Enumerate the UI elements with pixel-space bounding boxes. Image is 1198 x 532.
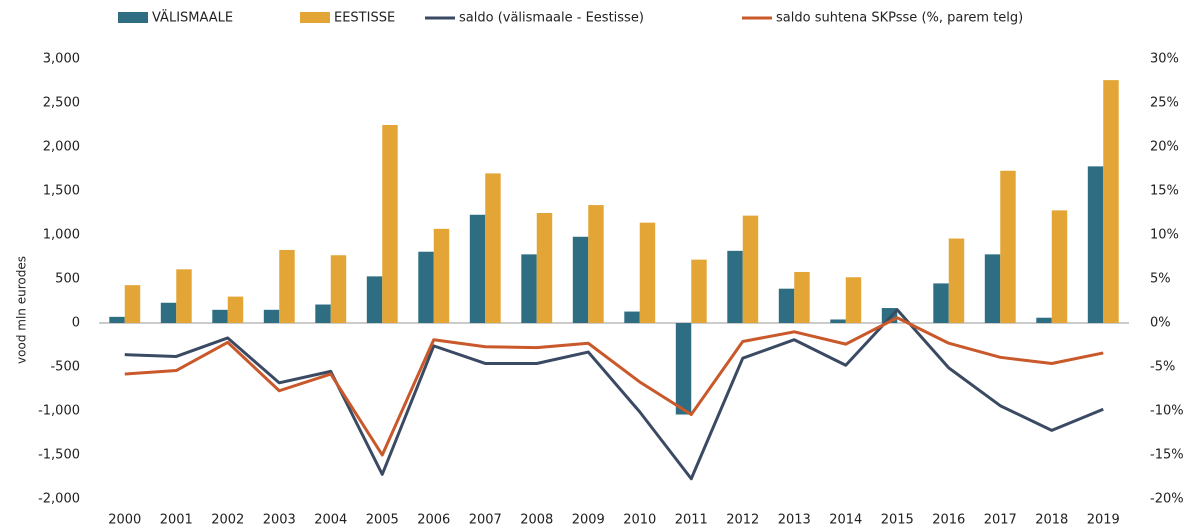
- y-axis-label: vood mln eurodes: [15, 256, 29, 364]
- bar: [124, 285, 141, 323]
- y2-tick-label: -20%: [1150, 492, 1184, 507]
- x-tick-label: 2012: [726, 513, 759, 528]
- y2-tick-label: 15%: [1150, 184, 1179, 199]
- bar: [1036, 317, 1052, 323]
- bar: [588, 205, 604, 323]
- y-tick-label: 0: [72, 316, 80, 331]
- bar: [984, 254, 1001, 323]
- y-tick-label: -2,000: [38, 492, 80, 507]
- bar: [469, 214, 486, 323]
- y-tick-label: 3,000: [43, 52, 80, 67]
- bar: [109, 316, 125, 323]
- line: [124, 308, 1104, 481]
- bar: [418, 251, 434, 323]
- bar: [1087, 166, 1104, 323]
- legend-swatch: [300, 12, 330, 23]
- bar: [227, 296, 244, 323]
- x-tick-label: 2010: [623, 513, 656, 528]
- y2-tick-label: 0%: [1150, 316, 1171, 331]
- x-tick-label: 2000: [108, 513, 141, 528]
- y2-tick-label: -5%: [1150, 360, 1175, 375]
- bar: [742, 215, 759, 323]
- bar: [382, 125, 398, 323]
- x-tick-label: 2014: [829, 513, 862, 528]
- bar: [330, 255, 347, 323]
- bar: [794, 271, 810, 323]
- x-tick-label: 2018: [1035, 513, 1068, 528]
- bar: [1103, 80, 1119, 324]
- y2-tick-label: 25%: [1150, 96, 1179, 111]
- bar: [933, 283, 949, 323]
- y-tick-label: 2,000: [43, 140, 80, 155]
- bar: [485, 173, 501, 323]
- bar: [1000, 170, 1016, 323]
- bar: [845, 277, 862, 323]
- bar: [639, 222, 656, 323]
- bar: [315, 304, 331, 323]
- bar: [624, 311, 640, 323]
- bar: [778, 288, 795, 323]
- x-tick-label: 2004: [314, 513, 347, 528]
- x-tick-label: 2002: [211, 513, 244, 528]
- x-tick-label: 2015: [881, 513, 914, 528]
- y-tick-label: 1,000: [43, 228, 80, 243]
- legend-label: saldo suhtena SKPsse (%, parem telg): [776, 11, 1023, 26]
- bar: [727, 250, 743, 323]
- bar: [830, 319, 846, 323]
- bar: [536, 213, 553, 323]
- legend-label: saldo (välismaale - Eestisse): [459, 11, 644, 26]
- bar: [366, 276, 383, 323]
- y-tick-label: 2,500: [43, 96, 80, 111]
- bar: [160, 302, 177, 323]
- legend-label: EESTISSE: [334, 11, 395, 26]
- x-tick-label: 2008: [520, 513, 553, 528]
- bar: [263, 309, 280, 323]
- bar: [948, 238, 965, 323]
- bar: [279, 249, 295, 323]
- x-tick-label: 2011: [675, 513, 708, 528]
- x-tick-label: 2016: [932, 513, 965, 528]
- bar: [572, 236, 589, 323]
- x-tick-label: 2005: [366, 513, 399, 528]
- y-tick-label: -1,000: [38, 404, 80, 419]
- bar: [521, 254, 537, 323]
- line: [124, 316, 1104, 457]
- y2-tick-label: 10%: [1150, 228, 1179, 243]
- legend-swatch: [118, 12, 148, 23]
- y-tick-label: 500: [55, 272, 80, 287]
- x-tick-label: 2003: [263, 513, 296, 528]
- y2-tick-label: -10%: [1150, 404, 1184, 419]
- y-tick-label: 1,500: [43, 184, 80, 199]
- x-tick-label: 2013: [778, 513, 811, 528]
- bar: [212, 309, 228, 323]
- y-tick-label: -500: [50, 360, 80, 375]
- x-tick-label: 2009: [572, 513, 605, 528]
- y2-tick-label: 30%: [1150, 52, 1179, 67]
- bar: [675, 323, 692, 415]
- x-tick-label: 2017: [984, 513, 1017, 528]
- bar: [433, 228, 450, 323]
- x-tick-label: 2006: [417, 513, 450, 528]
- y-tick-label: -1,500: [38, 448, 80, 463]
- bar: [691, 259, 707, 323]
- x-tick-label: 2019: [1087, 513, 1120, 528]
- y2-tick-label: 20%: [1150, 140, 1179, 155]
- x-tick-label: 2007: [469, 513, 502, 528]
- y2-tick-label: 5%: [1150, 272, 1171, 287]
- bar: [176, 269, 192, 323]
- x-tick-label: 2001: [160, 513, 193, 528]
- bar: [1051, 210, 1068, 323]
- legend-label: VÄLISMAALE: [152, 10, 233, 26]
- y2-tick-label: -15%: [1150, 448, 1184, 463]
